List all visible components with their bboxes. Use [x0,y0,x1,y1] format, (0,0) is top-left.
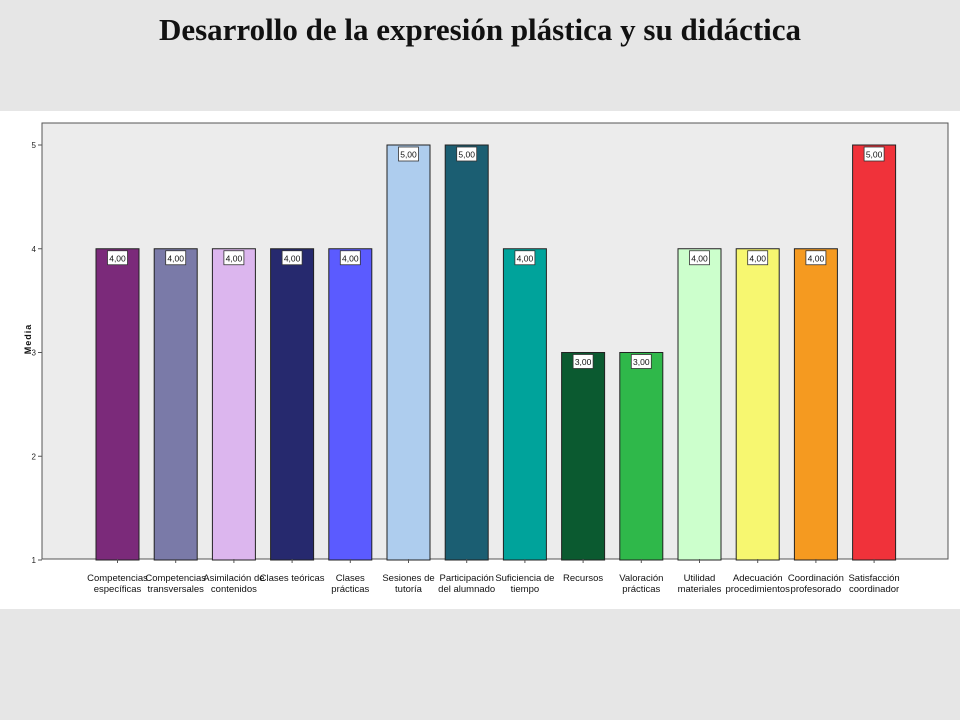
y-tick-label: 3 [32,349,37,358]
data-label: 4,00 [691,253,708,263]
category-label: Coordinación [788,573,844,584]
data-label: 3,00 [575,357,592,367]
data-label: 4,00 [284,253,301,263]
data-label-box [689,250,710,266]
data-label: 4,00 [226,253,243,263]
data-label: 4,00 [342,253,359,263]
data-label-box [223,250,245,266]
data-label: 3,00 [633,357,650,367]
data-label: 5,00 [400,150,417,160]
category-label: profesorado [791,584,842,595]
y-tick-label: 4 [32,245,37,254]
category-label: Recursos [563,573,603,584]
category-label: prácticas [331,584,369,595]
y-tick-label: 5 [32,141,37,150]
bar [619,352,664,561]
bar [561,352,606,561]
category-label: Sesiones de [382,573,434,584]
bar [95,248,140,561]
data-label: 5,00 [458,150,475,160]
category-label: Asimilación de [203,573,264,584]
bar [735,248,780,561]
data-label-box [339,250,361,266]
bar [793,248,838,561]
category-label: Adecuación [733,573,783,584]
category-label: Suficiencia de [495,573,554,584]
category-label: del alumnado [438,584,495,595]
chart-panel: 1 2 3 4 5 Media 4,00 4,00 4,00 4,00 4,00 5,00 5,00… [0,111,960,609]
y-tick-label: 1 [32,556,37,565]
category-label: Participación [440,573,494,584]
category-label: prácticas [622,584,660,595]
data-label-box [805,250,827,266]
data-label-box [747,250,769,266]
data-label: 4,00 [167,253,184,263]
data-label-box [514,250,536,266]
data-label-box [165,250,187,266]
category-label: Competencias [87,573,148,584]
category-label: Clases [336,573,365,584]
y-axis-label: Media [23,324,33,355]
category-label: transversales [147,584,204,595]
category-label: Clases teóricas [260,573,325,584]
page-title: Desarrollo de la expresión plástica y su… [158,12,802,47]
category-label: coordinador [849,584,899,595]
category-label: materiales [678,584,722,595]
category-label: específicas [94,584,142,595]
category-label: Utilidad [684,573,716,584]
data-label-box [281,250,303,266]
category-label: tiempo [511,584,540,595]
bar [211,248,256,561]
bar [386,144,431,561]
data-label-box [863,146,885,162]
category-label: Valoración [619,573,663,584]
bar [852,144,897,561]
y-axis: 1 2 3 4 5 [32,141,42,565]
data-label-box [398,146,419,162]
category-label: Competencias [145,573,206,584]
bar-chart: 1 2 3 4 5 Media 4,00 4,00 4,00 4,00 4,00 5,00 5,00… [23,122,949,595]
category-label: Satisfacción [848,573,899,584]
data-label: 4,00 [749,253,766,263]
bars: 4,00 4,00 4,00 4,00 4,00 5,00 5,00 4,00 3,00 3,00… [95,144,897,561]
bar [677,248,722,561]
data-label: 4,00 [517,253,534,263]
data-label-box [107,250,128,266]
bar [153,248,198,561]
data-label-box [630,354,652,369]
data-label-box [456,146,478,162]
x-axis-labels: CompetenciasespecíficasCompetenciastrans… [87,559,900,595]
bar [270,248,315,561]
data-label: 5,00 [866,150,883,160]
data-label: 4,00 [109,253,126,263]
category-label: contenidos [211,584,257,595]
bar [444,144,489,561]
category-label: tutoría [395,584,423,595]
y-tick-label: 2 [32,452,37,461]
data-label: 4,00 [808,253,825,263]
category-label: procedimientos [725,584,790,595]
bar [328,248,373,561]
bar [502,248,547,561]
data-label-box [572,354,594,369]
